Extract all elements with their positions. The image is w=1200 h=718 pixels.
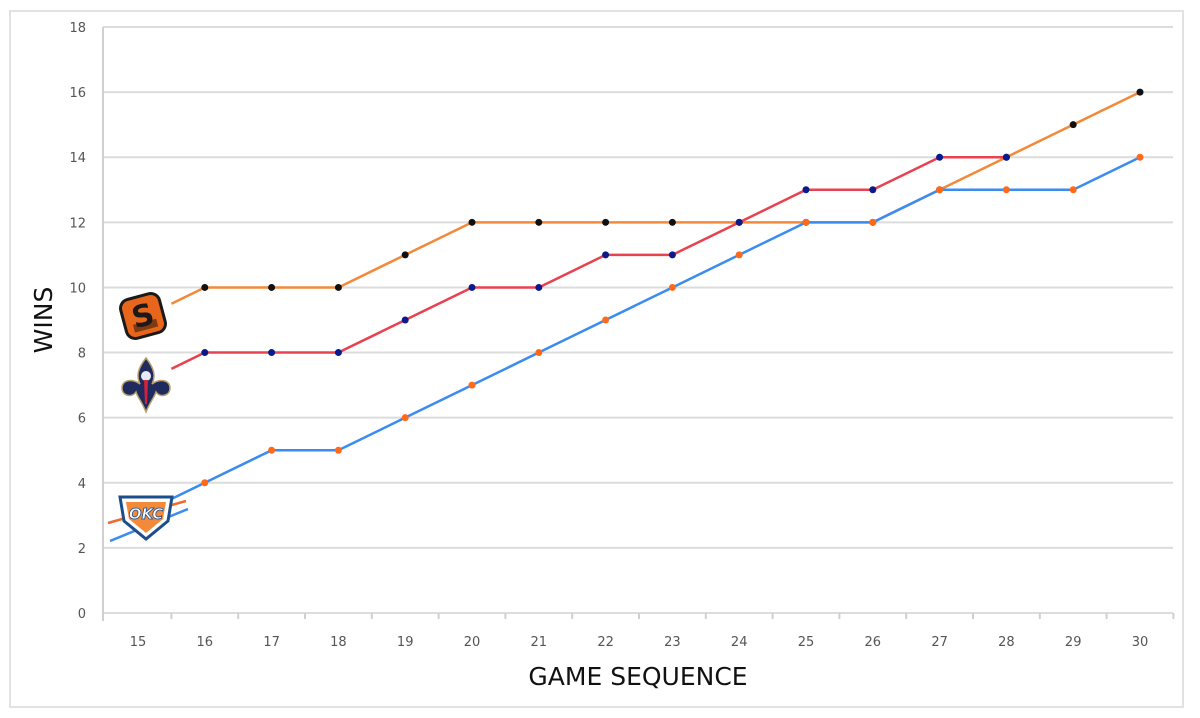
y-tick-label: 4 — [78, 477, 86, 492]
data-point — [668, 218, 676, 226]
data-point — [802, 218, 810, 226]
data-point — [735, 251, 743, 259]
thunder-logo-icon: OKC — [107, 495, 189, 543]
series-line — [170, 90, 1141, 305]
data-point — [1069, 186, 1077, 194]
data-point — [468, 218, 476, 226]
data-point — [334, 349, 342, 357]
data-point — [334, 446, 342, 454]
y-tick-label: 8 — [78, 347, 86, 362]
x-tick-label: 16 — [197, 635, 214, 650]
y-axis-title: WINS — [29, 287, 58, 354]
x-tick-label: 22 — [597, 635, 614, 650]
data-point — [468, 381, 476, 389]
suns-logo-icon: S — [119, 292, 167, 340]
x-tick-label: 23 — [664, 635, 681, 650]
x-tick-label: 19 — [397, 635, 414, 650]
x-tick-label: 30 — [1132, 635, 1149, 650]
data-point — [936, 186, 944, 194]
data-point — [268, 446, 276, 454]
series-line — [170, 156, 1141, 501]
data-point — [535, 349, 543, 357]
data-point — [535, 218, 543, 226]
data-point — [1002, 186, 1010, 194]
series-thunder — [170, 153, 1144, 501]
data-point — [401, 316, 409, 324]
data-point — [668, 283, 676, 291]
y-tick-label: 0 — [78, 607, 86, 622]
gridlines — [102, 26, 1173, 621]
x-tick-label: 21 — [531, 635, 548, 650]
data-point — [1136, 153, 1144, 161]
x-tick-label: 15 — [130, 635, 147, 650]
data-point — [201, 283, 209, 291]
data-point — [869, 218, 877, 226]
y-tick-label: 12 — [69, 216, 86, 231]
y-axis-ticks: 0 2 4 6 8 10 12 14 16 18 — [69, 21, 86, 622]
data-point — [401, 251, 409, 259]
series-lines — [170, 88, 1144, 501]
data-point — [201, 349, 209, 357]
thunder-logo-text: OKC — [129, 505, 163, 523]
x-tick-label: 27 — [931, 635, 948, 650]
data-point — [401, 414, 409, 422]
y-tick-label: 14 — [69, 151, 86, 166]
data-point — [668, 251, 676, 259]
data-point — [1069, 121, 1077, 129]
series-pelicans — [170, 153, 1010, 370]
data-point — [468, 283, 476, 291]
data-point — [1002, 153, 1010, 161]
data-point — [602, 218, 610, 226]
y-tick-label: 2 — [78, 542, 86, 557]
x-axis-ticks: 15 16 17 18 19 20 21 22 23 24 25 26 27 28 29 30 — [130, 613, 1175, 650]
x-tick-label: 17 — [263, 635, 280, 650]
x-tick-label: 20 — [464, 635, 481, 650]
x-tick-label: 18 — [330, 635, 347, 650]
data-point — [936, 153, 944, 161]
data-point — [268, 349, 276, 357]
x-tick-label: 26 — [865, 635, 882, 650]
data-point — [802, 186, 810, 194]
x-tick-label: 28 — [998, 635, 1015, 650]
data-point — [201, 479, 209, 487]
x-axis-title: GAME SEQUENCE — [528, 662, 747, 691]
data-point — [735, 218, 743, 226]
y-tick-label: 10 — [69, 281, 86, 296]
data-point — [268, 283, 276, 291]
y-tick-label: 16 — [69, 86, 86, 101]
pelicans-logo-icon — [121, 356, 171, 415]
x-tick-label: 29 — [1065, 635, 1082, 650]
data-point — [869, 186, 877, 194]
data-point — [334, 283, 342, 291]
x-tick-label: 25 — [798, 635, 815, 650]
chart-frame — [9, 10, 1184, 708]
data-point — [602, 316, 610, 324]
data-point — [1136, 88, 1144, 96]
data-point — [602, 251, 610, 259]
y-tick-label: 6 — [78, 412, 86, 427]
data-point — [535, 283, 543, 291]
series-line — [170, 155, 1007, 370]
y-tick-label: 18 — [69, 21, 86, 36]
series-suns — [170, 88, 1144, 305]
x-tick-label: 24 — [731, 635, 748, 650]
